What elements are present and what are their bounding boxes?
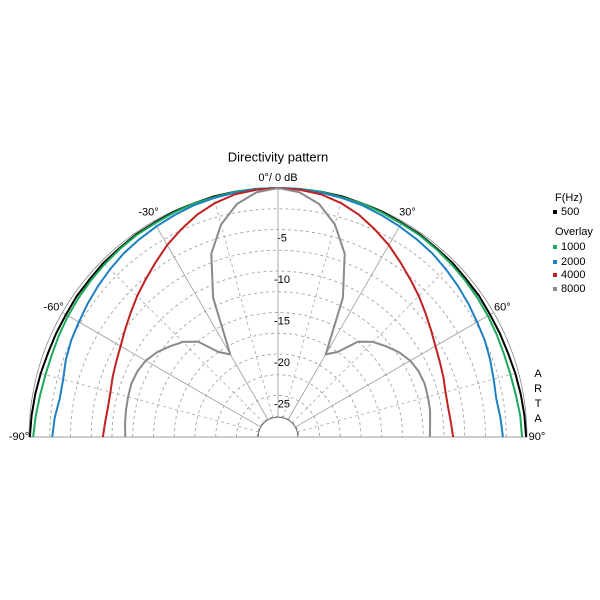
legend-label: 2000	[561, 256, 585, 268]
a-tick-label: 60°	[494, 301, 511, 313]
minor-ring	[256, 415, 300, 438]
grid-spoke	[62, 312, 261, 428]
legend-swatch	[553, 245, 557, 249]
a-tick-label: 90°	[529, 431, 546, 443]
grid-spoke	[295, 312, 494, 428]
series-line	[124, 187, 432, 438]
legend-label: 4000	[561, 269, 585, 281]
chart-title: Directivity pattern	[228, 149, 328, 164]
r-tick-label: -15	[274, 315, 290, 327]
inner-cap	[257, 416, 299, 438]
legend-label: 500	[561, 206, 579, 218]
minor-spoke	[297, 372, 519, 433]
watermark: ARTA	[532, 368, 544, 428]
a-tick-label: -90°	[9, 431, 29, 443]
grid-spoke	[287, 221, 403, 420]
r-tick-label: -10	[274, 274, 290, 286]
minor-spoke	[213, 196, 274, 418]
legend-swatch	[553, 287, 557, 291]
grid-spoke	[153, 221, 269, 420]
legend-overlay-title: Overlay	[555, 226, 593, 238]
r-tick-label: -5	[277, 232, 287, 244]
legend-swatch	[553, 260, 557, 264]
minor-spoke	[37, 372, 259, 433]
grid-ring	[194, 353, 362, 438]
legend-label: 8000	[561, 283, 585, 295]
legend-swatch	[553, 273, 557, 277]
a-tick-label: 30°	[399, 207, 416, 219]
minor-spoke	[282, 196, 343, 418]
r-tick-label: -20	[274, 357, 290, 369]
legend-label: 1000	[561, 241, 585, 253]
a-tick-label: -30°	[138, 207, 158, 219]
a-tick-label: -60°	[44, 301, 64, 313]
legend-swatch	[553, 210, 557, 214]
minor-ring	[90, 249, 466, 438]
grid-ring	[236, 395, 320, 438]
a-tick-label: 0°/ 0 dB	[258, 172, 297, 184]
grid-ring	[153, 312, 403, 438]
legend-title: F(Hz)	[555, 192, 583, 204]
